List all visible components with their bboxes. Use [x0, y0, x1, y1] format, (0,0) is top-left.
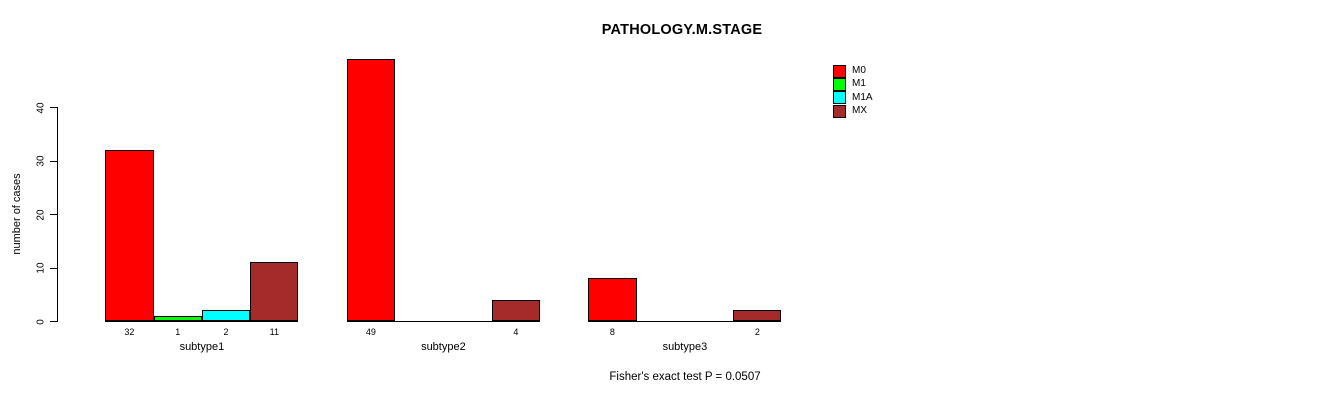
- legend-swatch-m1a: [833, 91, 846, 105]
- bar-subtype3-MX: [733, 310, 782, 321]
- legend-label: M1: [852, 78, 866, 90]
- y-axis-line: [57, 107, 58, 322]
- chart-title: PATHOLOGY.M.STAGE: [601, 22, 763, 38]
- legend-swatch-m0: [833, 64, 846, 78]
- bar-subtype1-M1A: [201, 310, 251, 321]
- legend: M0 M1 M1A MX: [833, 64, 873, 119]
- y-axis-tick: [50, 321, 57, 322]
- group-baseline: [346, 321, 540, 322]
- legend-row: M1A: [833, 91, 873, 105]
- y-axis-tick: [50, 107, 57, 108]
- legend-label: MX: [852, 105, 867, 117]
- bar-value-label: 8: [609, 327, 615, 337]
- bar-value-label: 1: [175, 327, 181, 337]
- legend-label: M0: [852, 65, 866, 76]
- y-axis-tick-label: 30: [35, 155, 47, 167]
- y-axis-tick: [50, 267, 57, 269]
- bar-value-label: 32: [124, 327, 135, 337]
- bar-subtype1-M1: [153, 315, 202, 321]
- legend-swatch-mx: [833, 104, 846, 118]
- bar-subtype2-MX: [491, 299, 540, 321]
- bar-value-label: 4: [513, 327, 519, 337]
- bar-subtype3-M0: [588, 278, 637, 321]
- bar-subtype1-M0: [105, 149, 154, 321]
- legend-swatch-m1: [833, 77, 846, 91]
- group-label: subtype3: [662, 341, 708, 353]
- bar-subtype2-M0: [346, 58, 396, 321]
- legend-row: M0: [833, 64, 873, 78]
- group-label: subtype1: [179, 341, 225, 353]
- y-axis-tick-label: 0: [35, 318, 47, 325]
- bar-value-label: 2: [754, 327, 760, 337]
- bar-value-label: 49: [365, 327, 376, 337]
- legend-row: M1: [833, 77, 873, 91]
- footer-annotation: Fisher's exact test P = 0.0507: [609, 371, 761, 383]
- group-baseline: [105, 321, 299, 322]
- y-axis-tick-label: 20: [35, 208, 47, 221]
- legend-label: M1A: [852, 91, 873, 103]
- bar-subtype1-MX: [250, 262, 299, 321]
- group-baseline: [588, 321, 782, 322]
- y-axis-label: number of cases: [11, 173, 23, 255]
- legend-row: MX: [833, 104, 873, 118]
- bar-value-label: 11: [269, 327, 280, 337]
- group-label: subtype2: [421, 341, 466, 353]
- bar-value-label: 2: [223, 327, 229, 337]
- y-axis-tick-label: 40: [35, 101, 47, 114]
- y-axis-tick-label: 10: [35, 262, 47, 274]
- y-axis-tick: [50, 160, 57, 162]
- y-axis-tick: [50, 214, 57, 215]
